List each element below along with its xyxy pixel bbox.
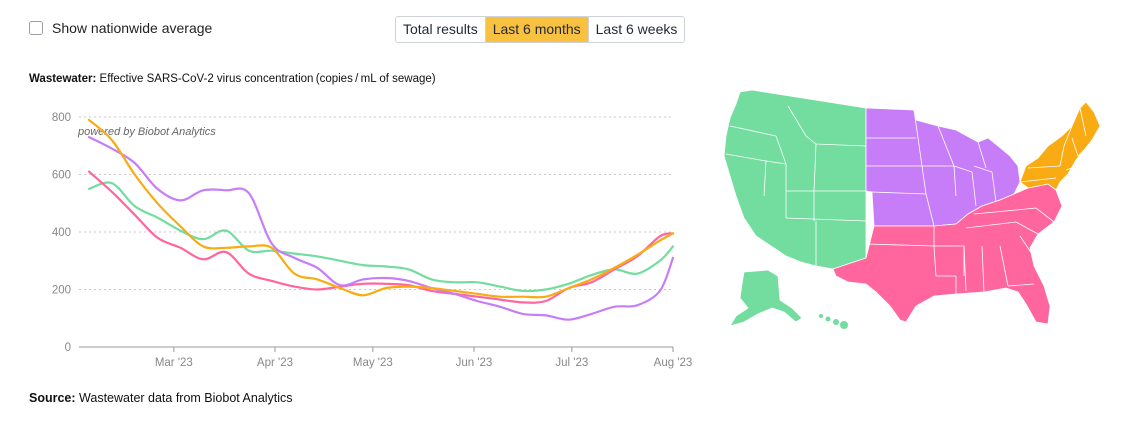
map-region-west[interactable] [723, 89, 867, 270]
chart-title-bold: Wastewater: [29, 73, 97, 85]
y-tick-label: 600 [52, 170, 71, 182]
x-tick-label: Mar '23 [155, 357, 193, 369]
range-button-6-weeks[interactable]: Last 6 weeks [587, 17, 685, 42]
x-tick-label: May '23 [353, 357, 393, 369]
x-axis-ticks: Mar '23 Apr '23 May '23 Jun '23 Jul '23 Aug '… [155, 347, 693, 369]
nationwide-average-checkbox[interactable] [29, 21, 43, 35]
map-south-borders [865, 207, 1055, 294]
y-tick-label: 200 [52, 285, 71, 297]
chart-title-text: Effective SARS-CoV-2 virus concentration… [99, 73, 436, 85]
map-west-borders [725, 105, 867, 266]
y-tick-label: 400 [52, 227, 71, 239]
map-region-west-hawaii[interactable] [819, 314, 848, 329]
map-region-west-alaska[interactable] [729, 269, 803, 327]
map-northeast-borders [1019, 107, 1087, 183]
x-tick-label: Jul '23 [555, 357, 588, 369]
source-text: Wastewater data from Biobot Analytics [79, 391, 293, 405]
watermark-text: powered by Biobot Analytics [77, 126, 216, 138]
y-tick-label: 800 [52, 112, 71, 124]
us-regions-map [723, 89, 1101, 329]
wastewater-line-chart: 0 200 400 600 800 Mar '23 Apr '23 May '23 Jun '… [52, 112, 693, 369]
map-midwest-borders [866, 109, 997, 227]
nationwide-average-toggle[interactable]: Show nationwide average [29, 20, 212, 36]
y-axis-ticks: 0 200 400 600 800 [52, 112, 71, 354]
range-button-6-months[interactable]: Last 6 months [484, 17, 588, 42]
chart-title: Wastewater: Effective SARS-CoV-2 virus c… [29, 73, 436, 85]
series-line-midwest[interactable] [87, 136, 675, 321]
series-line-south[interactable] [87, 170, 675, 304]
nationwide-average-label: Show nationwide average [52, 20, 213, 36]
source-note: Source: Wastewater data from Biobot Anal… [29, 391, 293, 405]
time-range-selector: Total results Last 6 months Last 6 weeks [395, 16, 686, 43]
grid-lines [79, 116, 673, 348]
range-button-total[interactable]: Total results [396, 17, 485, 42]
series-line-northeast[interactable] [87, 118, 675, 299]
map-region-south[interactable] [832, 183, 1063, 325]
x-tick-label: Jun '23 [456, 357, 493, 369]
map-region-northeast[interactable] [1019, 101, 1101, 191]
y-tick-label: 0 [65, 342, 71, 354]
series-lines [87, 118, 675, 321]
source-bold: Source: [29, 391, 76, 405]
x-tick-label: Apr '23 [257, 357, 293, 369]
x-tick-label: Aug '23 [654, 357, 693, 369]
